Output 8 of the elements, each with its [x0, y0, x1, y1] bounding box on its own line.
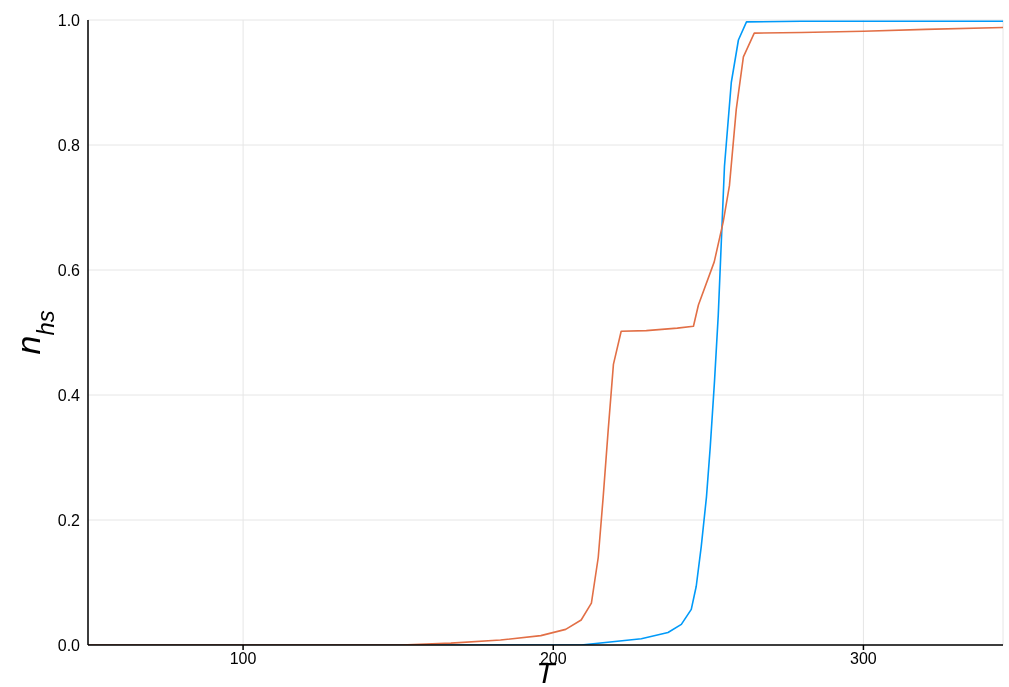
y-tick-label: 0.4	[57, 386, 81, 404]
y-tick-label: 1.0	[57, 11, 81, 29]
y-tick-label: 0.0	[57, 636, 81, 654]
x-tick-label: 100	[229, 650, 257, 668]
y-tick-label: 0.8	[57, 136, 81, 154]
y-tick-label: 0.2	[57, 511, 81, 529]
x-tick-label: 300	[850, 650, 877, 668]
y-tick-label: 0.6	[57, 261, 81, 279]
